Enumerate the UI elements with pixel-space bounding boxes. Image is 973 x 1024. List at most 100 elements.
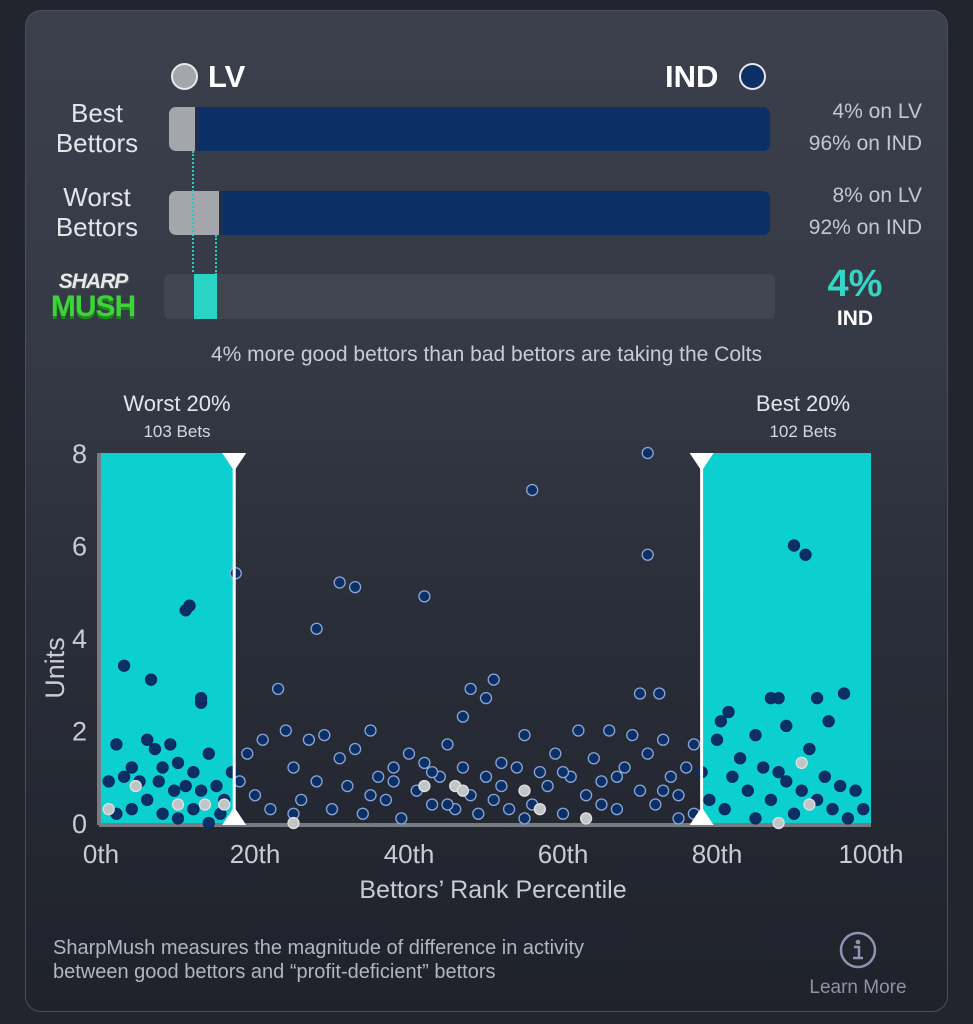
data-point-ind <box>148 742 162 756</box>
data-point-ind <box>295 793 308 807</box>
data-point-ind <box>733 752 747 765</box>
data-point-ind <box>372 770 385 783</box>
region-bet-count: 102 Bets <box>769 422 836 441</box>
data-point-ind <box>395 812 408 825</box>
data-point-ind <box>703 793 716 807</box>
data-point-ind <box>333 752 346 765</box>
data-point-ind <box>464 682 477 696</box>
home-team-label: IND <box>665 59 719 94</box>
data-point-ind <box>418 756 431 770</box>
data-point-ind <box>325 802 339 816</box>
data-point-ind <box>633 784 647 797</box>
data-point-ind <box>387 775 400 788</box>
worst-marker-line <box>215 235 217 275</box>
data-point-ind <box>656 784 670 797</box>
best-ind-fill <box>198 107 770 151</box>
x-tick-label: 0th <box>83 839 119 869</box>
region-1 <box>701 453 871 823</box>
data-point-ind <box>757 761 770 774</box>
best-lv-pct: 4% on LV <box>832 100 922 123</box>
data-point-ind <box>518 812 531 825</box>
best-percent-text: 4% on LV 96% on IND <box>722 96 922 160</box>
footer-description: SharpMush measures the magnitude of diff… <box>53 936 584 984</box>
lv-team-dot-icon <box>171 63 198 90</box>
info-icon <box>839 931 877 969</box>
data-point-ind <box>841 812 855 825</box>
region-0 <box>101 453 235 823</box>
data-point-ind <box>618 761 631 774</box>
worst-bettors-bar <box>169 191 770 235</box>
data-point-ind <box>549 747 562 760</box>
data-point-lv <box>795 756 808 770</box>
data-point-ind <box>117 770 131 783</box>
data-point-ind <box>441 738 454 751</box>
data-point-ind <box>387 761 400 774</box>
label-line: Worst <box>63 182 131 212</box>
region-title: Best 20% <box>756 391 850 416</box>
data-point-ind <box>672 789 685 802</box>
data-point-ind <box>356 807 369 820</box>
label-line: Bettors <box>55 128 139 158</box>
learn-more-button[interactable]: Learn More <box>800 930 916 999</box>
data-point-ind <box>664 770 677 783</box>
data-point-ind <box>302 733 316 746</box>
handle-top-triangle-icon <box>689 453 714 471</box>
data-point-ind <box>780 719 793 733</box>
data-point-ind <box>402 747 416 760</box>
data-point-ind <box>202 747 215 760</box>
data-point-ind <box>271 682 285 696</box>
data-point-ind <box>125 761 138 774</box>
data-point-ind <box>310 775 323 788</box>
data-point-ind <box>248 789 262 802</box>
data-point-ind <box>822 715 835 728</box>
data-point-ind <box>102 775 115 788</box>
data-point-lv <box>579 812 593 825</box>
data-point-ind <box>787 807 801 820</box>
x-tick-label: 80th <box>692 839 743 869</box>
y-tick-label: 0 <box>72 809 87 839</box>
data-point-ind <box>117 659 131 672</box>
data-point-ind <box>633 687 647 700</box>
data-point-ind <box>556 765 570 779</box>
data-point-ind <box>348 742 362 756</box>
data-point-ind <box>610 770 624 783</box>
learn-more-label: Learn More <box>809 977 907 998</box>
data-point-ind <box>672 812 685 825</box>
data-point-lv <box>171 798 185 811</box>
data-point-lv <box>102 802 115 816</box>
logo-mush: MUSH <box>50 290 136 323</box>
data-point-ind <box>487 673 500 686</box>
data-point-ind <box>418 590 431 603</box>
data-point-ind <box>495 756 508 770</box>
data-point-ind <box>710 733 724 746</box>
data-point-ind <box>310 622 323 635</box>
data-point-ind <box>187 765 200 779</box>
sharpmush-bar-track <box>164 274 775 319</box>
data-point-lv <box>129 779 142 793</box>
x-tick-label: 60th <box>538 839 589 869</box>
data-point-ind <box>579 789 593 802</box>
data-point-ind <box>518 728 531 742</box>
sharpmush-value: 4% <box>827 263 883 305</box>
data-point-ind <box>741 784 754 797</box>
data-point-lv <box>518 784 531 797</box>
data-point-lv <box>456 784 470 797</box>
data-point-ind <box>641 747 654 760</box>
data-point-ind <box>171 812 185 825</box>
data-point-ind <box>502 802 516 816</box>
data-point-ind <box>641 446 654 460</box>
data-point-ind <box>472 807 485 820</box>
data-point-ind <box>256 733 269 746</box>
data-point-ind <box>510 761 523 774</box>
data-point-ind <box>649 798 662 811</box>
data-point-ind <box>572 724 585 737</box>
data-point-ind <box>487 793 500 807</box>
data-point-ind <box>194 784 208 797</box>
worst-ind-fill <box>222 191 770 235</box>
worst-lv-fill <box>169 191 220 235</box>
y-tick-label: 8 <box>72 439 87 469</box>
region-bet-count: 103 Bets <box>143 422 210 441</box>
data-point-ind <box>425 765 439 779</box>
data-point-ind <box>714 715 727 728</box>
